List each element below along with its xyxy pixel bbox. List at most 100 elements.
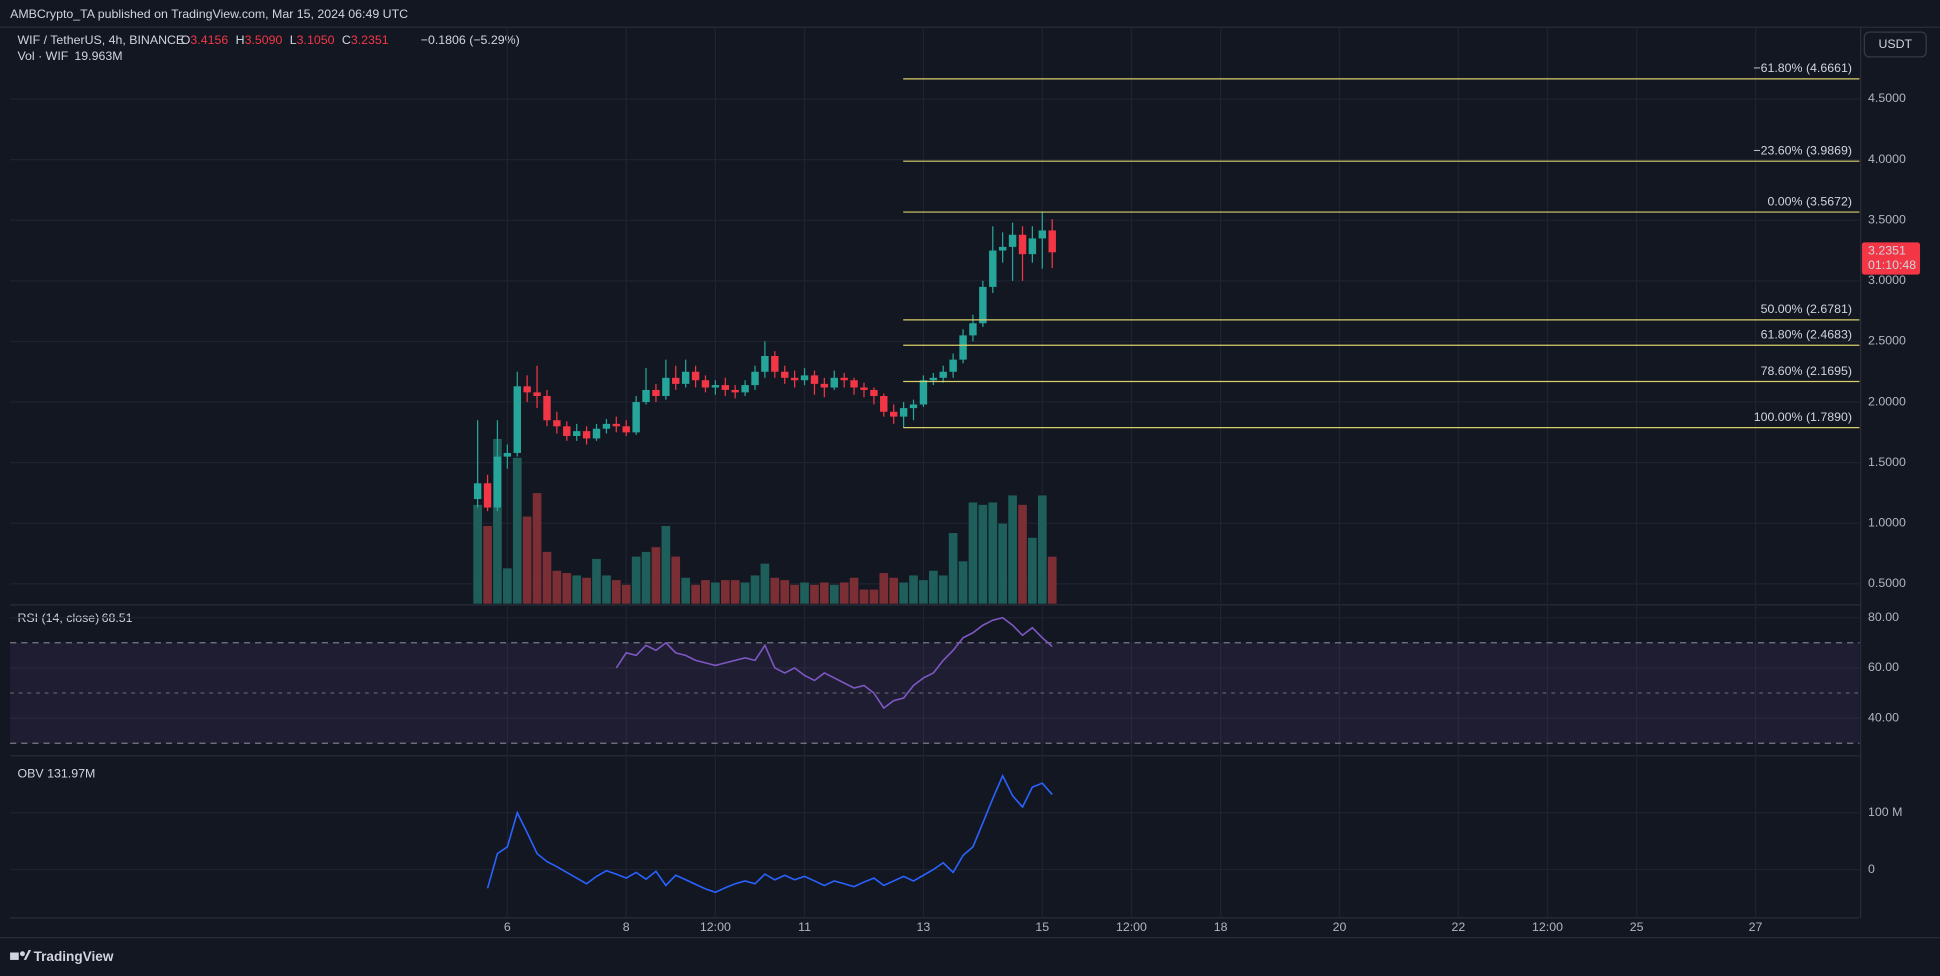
candle-body xyxy=(1008,234,1017,247)
candle-body xyxy=(820,383,829,388)
ohlc: O3.4156 H3.5090 L3.1050 C3.2351 xyxy=(181,33,389,47)
candle-body xyxy=(582,431,591,439)
volume-bar xyxy=(899,582,908,604)
ohlc-value: 3.4156 xyxy=(190,33,228,47)
candle-body xyxy=(741,385,749,393)
volume-bar xyxy=(1008,495,1017,604)
x-tick-label: 15 xyxy=(1035,920,1049,934)
volume-bar xyxy=(948,533,958,604)
candle-body xyxy=(701,380,710,388)
volume-bar xyxy=(730,580,740,604)
volume-bar xyxy=(611,580,621,604)
candle-body xyxy=(751,371,759,386)
fib-label: −23.60% (3.9869) xyxy=(1753,144,1852,158)
rsi-band xyxy=(10,642,1860,744)
fib-label: 78.60% (2.1695) xyxy=(1761,364,1852,378)
fib-label: −61.80% (4.6661) xyxy=(1753,61,1852,75)
x-tick-label: 18 xyxy=(1214,920,1228,934)
y-tick-label: 2.5000 xyxy=(1868,334,1906,348)
currency-box[interactable] xyxy=(1863,31,1927,58)
candle-body xyxy=(919,380,928,405)
volume-bar xyxy=(720,580,730,604)
y-tick-label: 2.0000 xyxy=(1868,394,1906,408)
volume-bar xyxy=(532,493,542,604)
candle-body xyxy=(573,431,581,436)
candle-body xyxy=(830,377,838,388)
brand: TradingView xyxy=(34,949,114,964)
volume-last: 19.963M xyxy=(74,49,122,63)
volume-bar xyxy=(859,589,869,604)
candle-body xyxy=(612,423,621,427)
candle-body xyxy=(870,389,878,396)
volume-bar xyxy=(1028,537,1037,604)
y-tick-label: 1.0000 xyxy=(1868,516,1906,530)
candle-body xyxy=(652,389,660,396)
ohlc-value: 3.5090 xyxy=(245,33,283,47)
candle-body xyxy=(513,386,521,453)
candle-body xyxy=(523,386,531,393)
marks xyxy=(473,78,1860,894)
candle-body xyxy=(1038,230,1047,239)
volume-bar xyxy=(1037,495,1047,604)
candle-body xyxy=(563,426,571,436)
ohlc-key: O xyxy=(181,33,191,47)
volume-bar xyxy=(998,523,1007,604)
y-tick-label: 0 xyxy=(1868,862,1875,876)
y-tick-label: 100 M xyxy=(1868,805,1902,819)
candle-body xyxy=(860,387,868,390)
logo-part xyxy=(10,952,19,960)
candle-body xyxy=(929,377,938,381)
volume-bar xyxy=(968,502,978,604)
candle-body xyxy=(493,456,502,508)
currency[interactable]: USDT xyxy=(1878,37,1912,51)
obv-last: 131.97M xyxy=(47,767,95,781)
y-tick-label: 3.5000 xyxy=(1868,212,1906,226)
volume-bar xyxy=(909,575,918,604)
volume-bar xyxy=(919,580,928,604)
candle-body xyxy=(850,380,858,388)
ohlc-value: 3.1050 xyxy=(297,33,335,47)
candle-body xyxy=(503,452,512,457)
volume-bar xyxy=(929,570,938,604)
candle-body xyxy=(880,395,888,412)
volume-bar xyxy=(631,556,641,604)
volume-bar xyxy=(849,577,859,604)
volume-bar xyxy=(512,457,522,604)
volume-bar xyxy=(839,582,849,604)
candle-body xyxy=(1028,238,1037,255)
candle-body xyxy=(632,402,640,433)
publisher: AMBCrypto_TA published on TradingView.co… xyxy=(10,7,408,21)
candle-body xyxy=(553,420,561,427)
volume-bar xyxy=(829,584,839,604)
volume-bar xyxy=(661,526,671,604)
candle-body xyxy=(781,371,789,378)
y-tick-label: 80.00 xyxy=(1868,610,1899,624)
candle-body xyxy=(761,355,769,372)
candle-body xyxy=(592,428,601,439)
candle-body xyxy=(840,377,848,381)
volume-bar xyxy=(473,504,482,604)
countdown: 01:10:48 xyxy=(1868,258,1916,272)
volume-bar xyxy=(780,580,790,604)
y-tick-label: 40.00 xyxy=(1868,710,1899,724)
x-tick-label: 12:00 xyxy=(1532,920,1563,934)
candle-body xyxy=(790,377,799,381)
y-tick-label: 4.0000 xyxy=(1868,152,1906,166)
y-tick-label: 0.5000 xyxy=(1868,576,1906,590)
volume-bar xyxy=(651,547,661,604)
volume-bar xyxy=(602,575,611,604)
indicator-line xyxy=(486,773,1053,894)
candle-body xyxy=(969,323,977,336)
volume-title: Vol · WIF xyxy=(18,49,69,63)
volume-bar xyxy=(978,504,988,604)
candle-body xyxy=(681,371,690,384)
volume-bar xyxy=(988,502,998,604)
x-tick-label: 22 xyxy=(1451,920,1465,934)
volume-bar xyxy=(681,577,690,604)
candle-body xyxy=(959,335,967,360)
candle-body xyxy=(998,246,1007,251)
candle-body xyxy=(979,286,987,324)
volume-bar xyxy=(879,573,889,604)
x-tick-label: 12:00 xyxy=(700,920,731,934)
